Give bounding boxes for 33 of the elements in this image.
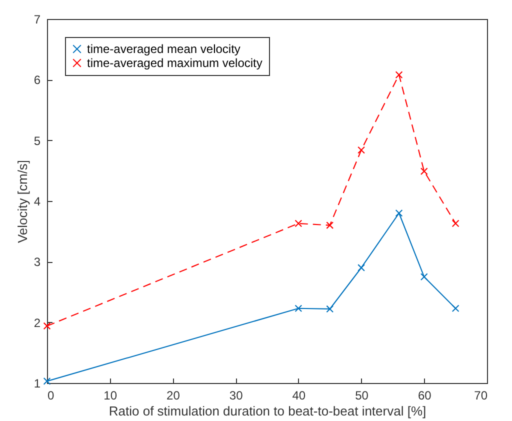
legend-label: time-averaged maximum velocity xyxy=(87,56,262,70)
point xyxy=(43,322,51,330)
point xyxy=(43,377,51,385)
y-tick-label: 6 xyxy=(34,73,41,88)
x-tick-label: 60 xyxy=(418,388,432,402)
point xyxy=(358,264,365,272)
point xyxy=(294,304,302,312)
x-tick-label: 40 xyxy=(292,388,306,402)
point xyxy=(452,220,460,228)
y-tick-label: 3 xyxy=(34,255,41,270)
x-tick-label: 20 xyxy=(166,388,180,402)
point xyxy=(420,273,428,281)
legend-label: time-averaged mean velocity xyxy=(87,42,240,56)
x-tick-label: 0 xyxy=(48,388,54,402)
point xyxy=(358,146,365,154)
point xyxy=(294,220,302,228)
point xyxy=(420,168,428,175)
point xyxy=(326,222,334,229)
x-axis-title: Ratio of stimulation duration to beat-to-beat interval [%] xyxy=(108,404,426,418)
point xyxy=(395,209,403,217)
x-tick-label: 10 xyxy=(104,388,118,402)
x-tick-label: 50 xyxy=(355,388,369,402)
point xyxy=(452,304,460,312)
x-tick-label: 30 xyxy=(229,388,244,402)
y-tick-label: 7 xyxy=(34,12,41,26)
y-tick-label: 1 xyxy=(34,376,41,390)
x-tick-label: 70 xyxy=(474,388,488,402)
point xyxy=(326,305,334,313)
y-axis-title: Velocity [cm/s] xyxy=(14,160,30,244)
point xyxy=(395,71,403,79)
y-tick-label: 2 xyxy=(34,316,41,330)
y-tick-label: 4 xyxy=(34,194,41,208)
y-tick-label: 5 xyxy=(34,134,41,148)
